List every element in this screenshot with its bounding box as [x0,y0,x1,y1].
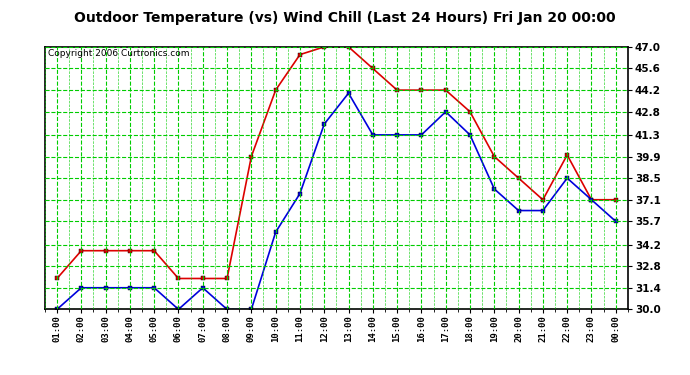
Text: Outdoor Temperature (vs) Wind Chill (Last 24 Hours) Fri Jan 20 00:00: Outdoor Temperature (vs) Wind Chill (Las… [75,11,615,25]
Text: Copyright 2006 Curtronics.com: Copyright 2006 Curtronics.com [48,50,189,58]
